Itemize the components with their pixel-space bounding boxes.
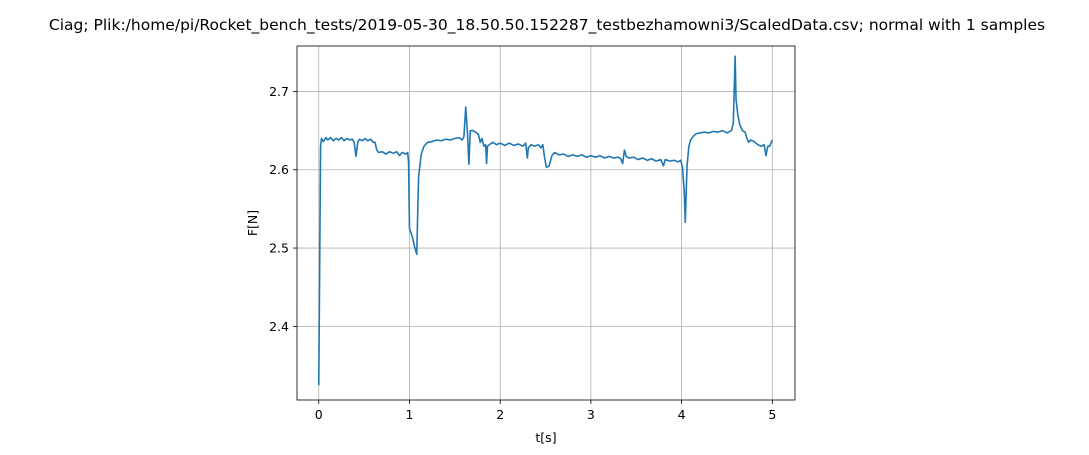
y-axis-label: F[N]: [245, 210, 260, 236]
x-tick-label: 1: [406, 407, 414, 422]
y-tick-label: 2.4: [269, 319, 289, 334]
x-tick-label: 3: [587, 407, 595, 422]
y-tick-label: 2.6: [269, 162, 289, 177]
x-axis-label: t[s]: [535, 430, 556, 445]
x-tick-label: 0: [315, 407, 323, 422]
chart-title: Ciag; Plik:/home/pi/Rocket_bench_tests/2…: [49, 16, 1045, 35]
x-tick-label: 5: [768, 407, 776, 422]
y-tick-label: 2.7: [269, 84, 289, 99]
y-tick-label: 2.5: [269, 241, 289, 256]
series-layer: [317, 55, 774, 386]
axes-frame: [296, 45, 796, 401]
ticks: 0 1 2 3 4 5 2.4 2.5 2.6 2.7: [269, 84, 776, 422]
x-tick-label: 2: [496, 407, 504, 422]
series-line-F: [317, 55, 774, 386]
grid-lines: [297, 46, 795, 400]
x-tick-label: 4: [678, 407, 686, 422]
